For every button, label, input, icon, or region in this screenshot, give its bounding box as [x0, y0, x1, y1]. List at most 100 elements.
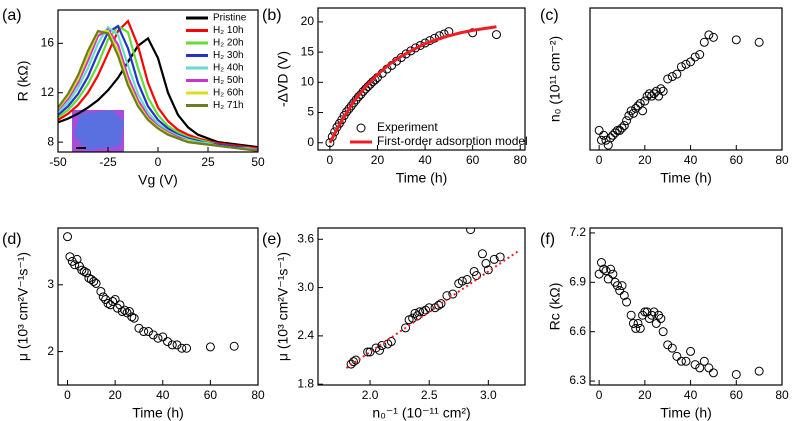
point: [649, 307, 659, 317]
point: [63, 232, 73, 242]
line: [328, 25, 497, 144]
point: [631, 323, 641, 333]
x-tick-label: 20: [638, 153, 652, 167]
point: [229, 341, 239, 351]
point: [603, 140, 613, 150]
x-tick-label: 80: [775, 388, 789, 402]
point: [610, 128, 620, 138]
y-axis-label: μ (10³ cm²V⁻¹s⁻¹): [275, 252, 291, 361]
x-tick-label: -50: [49, 155, 67, 169]
point: [401, 323, 411, 333]
y-tick-label: 3.0: [297, 280, 314, 294]
point: [617, 123, 627, 133]
panel: (b) 0 20 40 60 80 0 5 10 15 20 Time (h) -ΔVD (V) Expe…: [262, 7, 528, 185]
point: [120, 305, 130, 315]
point: [672, 69, 682, 79]
panel-label: (e): [262, 231, 282, 248]
point: [599, 264, 609, 274]
point: [177, 343, 187, 353]
point: [115, 300, 125, 310]
point: [640, 96, 650, 106]
panel: (d) 0 20 40 60 80 2 3 Time (h) μ (10³ cm²V⁻¹s⁻¹): [2, 227, 265, 421]
legend-label: H₂ 10h: [213, 25, 244, 36]
point: [651, 318, 661, 328]
panel-label: (c): [540, 7, 559, 24]
point: [667, 72, 677, 82]
x-tick-label: 2.0: [362, 388, 379, 402]
point: [124, 307, 134, 317]
legend-label: H₂ 40h: [213, 63, 244, 74]
panel-label: (a): [2, 7, 22, 24]
point: [676, 62, 686, 72]
x-tick-label: 80: [251, 388, 265, 402]
y-tick-label: 16: [41, 36, 55, 50]
x-tick-label: 0: [596, 153, 603, 167]
point: [615, 125, 625, 135]
point: [658, 86, 668, 96]
point: [117, 307, 127, 317]
inset-flake: [74, 110, 124, 150]
point: [436, 299, 446, 309]
plot-frame: [589, 7, 783, 151]
point: [754, 37, 764, 47]
point: [406, 46, 416, 56]
x-axis-label: Time (h): [660, 170, 712, 186]
y-tick-label: 7.2: [569, 225, 586, 239]
point: [325, 138, 335, 148]
point: [708, 368, 718, 378]
point: [77, 265, 87, 275]
point: [649, 89, 659, 99]
point: [448, 289, 458, 299]
plot-frame: [589, 227, 783, 386]
point: [628, 318, 638, 328]
y-tick-label: 2.4: [297, 328, 314, 342]
x-tick-label: 40: [156, 388, 170, 402]
y-tick-label: 20: [301, 14, 315, 28]
panel: (e) 2.0 2.5 3.0 1.8 2.4 3.0 3.6 n₀⁻¹ (10⁻¹¹ cm²)…: [262, 227, 526, 421]
point: [635, 98, 645, 108]
point: [182, 343, 192, 353]
plot-area: [63, 232, 239, 353]
point: [346, 101, 356, 111]
panel-label: (d): [2, 231, 22, 248]
point: [622, 297, 632, 307]
point: [619, 290, 629, 300]
point: [676, 356, 686, 366]
x-tick-label: 60: [204, 388, 218, 402]
plot-area: [58, 19, 258, 152]
plot-area: [325, 25, 501, 148]
inset-image: [72, 110, 124, 152]
plot-area: [345, 228, 519, 369]
line: [58, 29, 258, 152]
point: [695, 50, 705, 60]
point: [172, 340, 182, 350]
point: [608, 130, 618, 140]
x-axis-label: Time (h): [396, 170, 448, 186]
legend-label: H₂ 71h: [213, 100, 244, 111]
point: [466, 228, 476, 235]
x-axis-label: Vg (V): [138, 172, 178, 188]
y-tick-label: 6.9: [569, 274, 586, 288]
y-axis-label: n₀ (10¹¹ cm⁻²): [547, 36, 563, 122]
point: [667, 343, 677, 353]
point: [70, 260, 80, 270]
x-tick-label: 2.5: [421, 388, 438, 402]
point: [401, 49, 411, 59]
point: [163, 337, 173, 347]
panel-label: (b): [262, 7, 282, 24]
legend-label: H₂ 60h: [213, 88, 244, 99]
inset-scale-bar: [76, 147, 86, 149]
point: [472, 271, 482, 281]
point: [612, 125, 622, 135]
point: [82, 268, 92, 278]
point: [110, 294, 120, 304]
point: [457, 276, 467, 286]
point: [342, 107, 352, 117]
point: [663, 74, 673, 84]
y-axis-label: μ (10³ cm²V⁻¹s⁻¹): [15, 252, 31, 361]
point: [695, 363, 705, 373]
point: [690, 360, 700, 370]
point: [626, 106, 636, 116]
